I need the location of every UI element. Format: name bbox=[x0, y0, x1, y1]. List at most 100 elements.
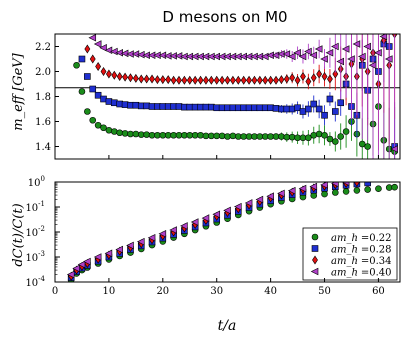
data-point bbox=[94, 121, 102, 129]
legend-label: am_h =0.28 bbox=[331, 245, 392, 256]
data-point bbox=[136, 237, 145, 246]
data-point bbox=[304, 47, 312, 56]
data-point bbox=[84, 73, 91, 80]
bottom-y-tick-label: 10-4 bbox=[25, 275, 45, 289]
data-point bbox=[385, 184, 393, 191]
data-point bbox=[289, 73, 296, 83]
legend-label-name: am_h bbox=[331, 256, 358, 267]
data-point bbox=[100, 124, 107, 132]
data-point bbox=[138, 74, 145, 84]
data-point bbox=[310, 100, 318, 108]
data-point bbox=[84, 108, 91, 115]
top-y-tick-label: 1.4 bbox=[35, 142, 51, 153]
legend-label-value: =0.40 bbox=[361, 268, 392, 279]
bottom-y-tick-label: 10-3 bbox=[25, 250, 45, 264]
data-point bbox=[282, 50, 291, 58]
bottom-x-tick-label: 0 bbox=[52, 286, 58, 297]
data-point bbox=[287, 186, 296, 195]
data-point bbox=[278, 133, 285, 140]
data-point bbox=[266, 192, 274, 201]
top-y-tick-label: 2.0 bbox=[35, 67, 51, 78]
data-point bbox=[170, 75, 177, 85]
x-axis-label: t/a bbox=[218, 318, 237, 334]
legend-label: am_h =0.34 bbox=[331, 256, 392, 267]
data-point bbox=[336, 57, 345, 66]
data-point bbox=[104, 249, 113, 258]
data-point bbox=[320, 182, 328, 189]
figure-title: D mesons on M0 bbox=[162, 8, 287, 26]
data-point bbox=[390, 145, 398, 153]
data-point bbox=[190, 218, 199, 226]
data-point bbox=[310, 131, 318, 139]
bottom-x-tick-label: 60 bbox=[372, 286, 385, 297]
bottom-x-tick-label: 10 bbox=[103, 286, 116, 297]
bottom-x-tick-label: 50 bbox=[318, 286, 331, 297]
data-point bbox=[94, 91, 102, 99]
data-point bbox=[251, 75, 258, 85]
data-point bbox=[115, 245, 123, 254]
data-point bbox=[287, 52, 296, 61]
data-point bbox=[384, 55, 393, 63]
legend-label-name: am_h bbox=[331, 233, 358, 244]
data-point bbox=[305, 105, 312, 113]
top-ylabel: m_eff [GeV] bbox=[11, 52, 26, 130]
data-point bbox=[271, 51, 280, 60]
data-point bbox=[78, 55, 86, 63]
data-point bbox=[143, 74, 150, 84]
data-point bbox=[316, 69, 323, 79]
data-point bbox=[320, 55, 328, 63]
data-point bbox=[147, 233, 156, 242]
data-point bbox=[325, 48, 334, 57]
data-point bbox=[353, 187, 361, 194]
data-point bbox=[181, 75, 188, 85]
data-point bbox=[104, 46, 113, 55]
data-point bbox=[224, 75, 231, 85]
data-point bbox=[244, 199, 253, 207]
data-point bbox=[357, 52, 366, 61]
data-point bbox=[203, 75, 209, 85]
data-point bbox=[260, 52, 269, 61]
data-point bbox=[224, 133, 231, 140]
data-point bbox=[379, 34, 388, 41]
data-point bbox=[298, 184, 307, 193]
legend-label: am_h =0.22 bbox=[331, 233, 392, 244]
data-point bbox=[169, 226, 177, 234]
data-point bbox=[89, 85, 97, 93]
data-point bbox=[223, 206, 231, 215]
data-point bbox=[342, 128, 350, 135]
legend-label-name: am_h bbox=[331, 268, 358, 279]
legend-label: am_h =0.40 bbox=[331, 268, 392, 279]
data-point bbox=[127, 73, 134, 83]
data-point bbox=[337, 99, 345, 107]
data-point bbox=[132, 130, 140, 138]
data-point bbox=[180, 222, 188, 230]
data-point bbox=[310, 73, 317, 83]
data-point bbox=[72, 264, 80, 273]
data-point bbox=[99, 43, 107, 52]
data-point bbox=[201, 214, 210, 222]
data-point bbox=[375, 185, 382, 192]
data-point bbox=[391, 183, 398, 191]
data-point bbox=[95, 62, 102, 71]
data-point bbox=[337, 133, 345, 140]
data-point bbox=[100, 67, 107, 76]
bottom-y-tick-label: 10-1 bbox=[25, 200, 45, 214]
data-point bbox=[105, 126, 113, 134]
data-point bbox=[229, 75, 236, 85]
data-point bbox=[132, 73, 139, 83]
bottom-y-tick-label: 10-2 bbox=[25, 225, 45, 239]
legend-marker bbox=[312, 255, 318, 265]
data-point bbox=[294, 104, 301, 112]
data-point bbox=[154, 75, 161, 85]
data-point bbox=[352, 40, 361, 48]
effective-mass-panel: m_eff [GeV] 1.4 1.6 1.8 2.0 2.2 bbox=[11, 33, 401, 160]
data-point bbox=[126, 241, 134, 250]
data-point bbox=[116, 129, 123, 137]
data-point bbox=[234, 202, 242, 211]
legend-label-value: =0.28 bbox=[361, 245, 392, 256]
data-point bbox=[159, 75, 166, 85]
data-point bbox=[89, 116, 97, 124]
data-point bbox=[327, 74, 333, 84]
